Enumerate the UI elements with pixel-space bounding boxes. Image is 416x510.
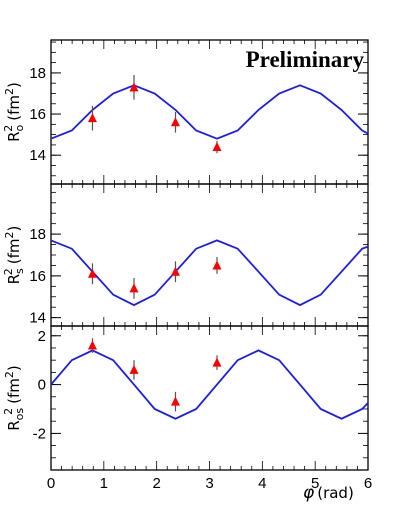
y-tick-label: 18 [29, 65, 46, 82]
y-label-sup: 2 [2, 268, 15, 275]
y-label-sup: 2 [2, 125, 15, 132]
preliminary-label: Preliminary [246, 47, 365, 72]
plot-frame [50, 325, 369, 471]
plot-frame [50, 183, 369, 327]
y-tick-label: 14 [29, 147, 46, 164]
x-tick-label: 0 [47, 475, 55, 492]
y-tick-label: 18 [29, 226, 46, 243]
x-tick-label: 6 [364, 475, 372, 492]
y-label-unit-close: ) [5, 82, 23, 88]
y-label-unit-sup: 2 [3, 88, 16, 95]
y-label-unit-close: ) [5, 226, 23, 232]
y-label-unit: (fm [5, 95, 23, 121]
y-tick-label: -2 [33, 425, 46, 442]
y-label-sub: s [13, 268, 26, 274]
y-axis-label: Rs2(fm2) [2, 226, 26, 285]
data-point [170, 396, 180, 406]
x-tick-label: 4 [258, 475, 266, 492]
y-tick-label: 2 [38, 328, 46, 345]
data-point [212, 260, 222, 270]
y-tick-label: 0 [38, 377, 46, 394]
x-label-unit: (rad) [317, 484, 354, 502]
y-tick-label: 16 [29, 268, 46, 285]
model-curve [50, 239, 369, 307]
x-tick-label: 3 [205, 475, 213, 492]
y-label-sub: os [13, 408, 26, 421]
y-tick-label: 14 [29, 310, 46, 327]
y-label-main: R [5, 274, 23, 284]
data-point [170, 117, 180, 127]
y-axis-label: Ro2(fm2) [2, 82, 26, 142]
data-point [87, 268, 97, 278]
y-label-unit: (fm [5, 238, 23, 264]
y-label-unit-close: ) [5, 365, 23, 371]
y-label-unit-sup: 2 [3, 231, 16, 238]
x-axis-label: φ (rad) [303, 483, 354, 503]
x-tick-label: 5 [311, 475, 319, 492]
data-point [87, 340, 97, 350]
data-point [212, 357, 222, 367]
x-tick-label: 1 [100, 475, 108, 492]
y-axis-label: Ros2(fm2) [2, 365, 26, 431]
y-label-main: R [5, 131, 23, 141]
panels: 141618Ro2(fm2)Preliminary141618Rs2(fm2)-… [2, 39, 372, 503]
y-label-unit-sup: 2 [3, 371, 16, 378]
data-point [129, 82, 139, 92]
model-curve [50, 349, 369, 420]
data-point [87, 113, 97, 123]
data-point [129, 283, 139, 293]
data-point [129, 364, 139, 374]
data-point [212, 141, 222, 151]
y-label-sup: 2 [2, 408, 15, 415]
x-tick-label: 2 [152, 475, 160, 492]
data-point [170, 266, 180, 276]
y-label-unit: (fm [5, 378, 23, 404]
y-label-sub: o [13, 124, 26, 131]
y-tick-label: 16 [29, 106, 46, 123]
model-curve [50, 84, 369, 140]
y-label-main: R [5, 420, 23, 430]
x-label-main: φ [303, 483, 315, 503]
